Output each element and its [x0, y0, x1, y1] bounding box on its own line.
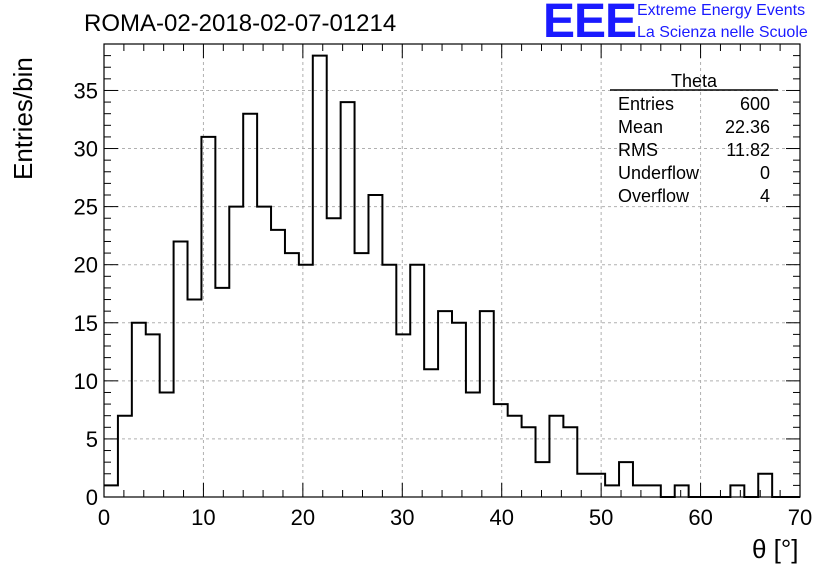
histogram-bin: [605, 485, 619, 497]
histogram-bin: [591, 474, 605, 497]
page-title: ROMA-02-2018-02-07-01214: [84, 10, 397, 37]
y-tick-label: 25: [74, 195, 98, 220]
histogram-bin: [160, 392, 174, 497]
y-tick-label: 15: [74, 311, 98, 336]
y-axis-label: Entries/bin: [8, 57, 38, 180]
logo-subtitle-2: La Scienza nelle Scuole: [637, 24, 808, 41]
histogram-bin: [577, 474, 591, 497]
histogram-bin: [619, 462, 633, 497]
histogram-bin: [396, 334, 410, 497]
histogram-bin: [201, 137, 215, 497]
stats-row-value: 11.82: [726, 140, 770, 160]
histogram-bin: [257, 207, 271, 497]
histogram-bin: [536, 462, 550, 497]
histogram-bin: [327, 218, 341, 497]
eee-logo: EEE: [543, 0, 637, 48]
stats-row-label: Underflow: [618, 163, 700, 183]
x-tick-label: 10: [191, 505, 215, 530]
histogram-bin: [229, 207, 243, 497]
histogram-bin: [730, 485, 744, 497]
x-tick-label: 60: [688, 505, 712, 530]
histogram-bin: [188, 300, 202, 497]
histogram-bin: [424, 369, 438, 497]
histogram-bin: [146, 334, 160, 497]
histogram-bin: [494, 404, 508, 497]
stats-row-value: 4: [760, 186, 770, 206]
histogram-bin: [480, 311, 494, 497]
histogram-bin: [313, 56, 327, 497]
histogram-bin: [508, 416, 522, 497]
histogram-bin: [410, 265, 424, 497]
stats-row-label: Mean: [618, 117, 663, 137]
x-tick-label: 50: [589, 505, 613, 530]
stats-row-value: 0: [760, 163, 770, 183]
stats-row-value: 22.36: [725, 117, 770, 137]
y-tick-label: 10: [74, 369, 98, 394]
histogram-bin: [522, 427, 536, 497]
histogram-bin: [647, 485, 661, 497]
stats-row-label: Overflow: [618, 186, 690, 206]
histogram-bin: [466, 392, 480, 497]
histogram-bin: [549, 416, 563, 497]
stats-row-label: Entries: [618, 94, 674, 114]
stats-row-label: RMS: [618, 140, 658, 160]
x-axis-label: θ [°]: [752, 534, 799, 564]
x-tick-label: 40: [489, 505, 513, 530]
histogram-bin: [243, 114, 257, 497]
histogram-bin: [118, 416, 132, 497]
histogram-bin: [132, 323, 146, 497]
histogram-bin: [174, 241, 188, 497]
y-tick-label: 35: [74, 78, 98, 103]
histogram-bin: [368, 195, 382, 497]
x-tick-label: 20: [291, 505, 315, 530]
x-tick-label: 70: [788, 505, 812, 530]
logo-subtitle-1: Extreme Energy Events: [637, 2, 806, 19]
histogram-bin: [341, 102, 355, 497]
histogram-bin: [299, 265, 313, 497]
histogram-series-theta: [104, 54, 800, 498]
y-tick-label: 0: [86, 485, 98, 510]
plot-frame: [103, 43, 801, 498]
histogram-bin: [271, 230, 285, 497]
stats-row-value: 600: [740, 94, 770, 114]
histogram-bin: [104, 485, 118, 497]
y-tick-label: 20: [74, 253, 98, 278]
histogram-bin: [285, 253, 299, 497]
histogram-bin: [675, 485, 689, 497]
histogram-bin: [355, 253, 369, 497]
histogram-bin: [215, 288, 229, 497]
histogram-bin: [758, 474, 772, 497]
histogram-bin: [633, 485, 647, 497]
x-tick-label: 0: [98, 505, 110, 530]
histogram-bin: [438, 311, 452, 497]
y-tick-label: 30: [74, 137, 98, 162]
histogram-bin: [563, 427, 577, 497]
histogram-bin: [452, 323, 466, 497]
x-tick-label: 30: [390, 505, 414, 530]
histogram-bin: [382, 265, 396, 497]
stats-box-title: Theta: [671, 71, 718, 91]
y-tick-label: 5: [86, 427, 98, 452]
